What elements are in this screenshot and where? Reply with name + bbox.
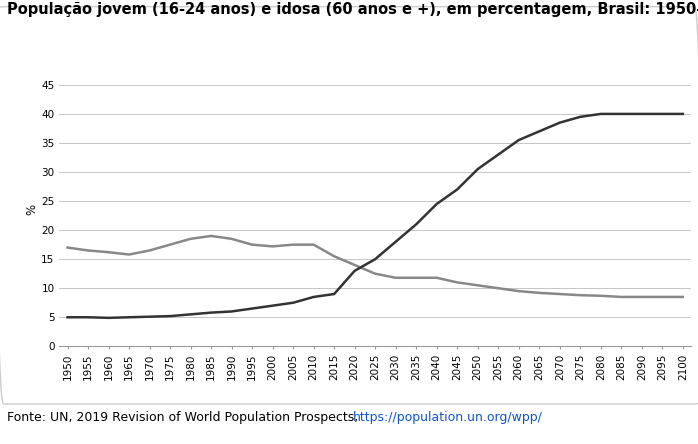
60 anos e mais	[392, 239, 400, 244]
16-24 anos	[64, 245, 72, 250]
16-24 anos	[228, 236, 236, 242]
60 anos e mais	[473, 166, 482, 172]
60 anos e mais	[350, 268, 359, 274]
16-24 anos	[186, 236, 195, 242]
60 anos e mais	[494, 152, 503, 157]
Text: População jovem (16-24 anos) e idosa (60 anos e +), em percentagem, Brasil: 1950: População jovem (16-24 anos) e idosa (60…	[7, 2, 698, 17]
16-24 anos	[658, 294, 667, 300]
60 anos e mais	[105, 315, 113, 321]
16-24 anos	[105, 250, 113, 255]
16-24 anos	[207, 233, 215, 238]
16-24 anos	[166, 242, 174, 247]
60 anos e mais	[412, 222, 420, 227]
16-24 anos	[145, 248, 154, 253]
Text: https://population.un.org/wpp/: https://population.un.org/wpp/	[352, 411, 542, 424]
Line: 16-24 anos: 16-24 anos	[68, 236, 683, 297]
60 anos e mais	[248, 306, 256, 311]
60 anos e mais	[597, 111, 605, 117]
60 anos e mais	[514, 137, 523, 143]
16-24 anos	[617, 294, 625, 300]
16-24 anos	[330, 254, 339, 259]
16-24 anos	[514, 289, 523, 294]
16-24 anos	[84, 248, 92, 253]
16-24 anos	[453, 280, 461, 285]
60 anos e mais	[84, 315, 92, 320]
Text: Fonte: UN, 2019 Revision of World Population Prospects,: Fonte: UN, 2019 Revision of World Popula…	[7, 411, 362, 424]
16-24 anos	[637, 294, 646, 300]
16-24 anos	[535, 290, 544, 296]
Line: 60 anos e mais: 60 anos e mais	[68, 114, 683, 318]
60 anos e mais	[186, 312, 195, 317]
60 anos e mais	[228, 309, 236, 314]
60 anos e mais	[330, 291, 339, 297]
16-24 anos	[678, 294, 687, 300]
16-24 anos	[473, 283, 482, 288]
60 anos e mais	[556, 120, 564, 125]
60 anos e mais	[617, 111, 625, 117]
60 anos e mais	[453, 187, 461, 192]
16-24 anos	[433, 275, 441, 281]
60 anos e mais	[637, 111, 646, 117]
16-24 anos	[494, 285, 503, 291]
60 anos e mais	[678, 111, 687, 117]
16-24 anos	[269, 244, 277, 249]
16-24 anos	[412, 275, 420, 281]
60 anos e mais	[166, 313, 174, 319]
16-24 anos	[597, 293, 605, 298]
16-24 anos	[125, 252, 133, 257]
16-24 anos	[309, 242, 318, 247]
60 anos e mais	[309, 294, 318, 300]
60 anos e mais	[145, 314, 154, 319]
Y-axis label: %: %	[25, 204, 38, 215]
16-24 anos	[392, 275, 400, 281]
60 anos e mais	[269, 303, 277, 308]
60 anos e mais	[64, 315, 72, 320]
60 anos e mais	[371, 257, 379, 262]
16-24 anos	[556, 291, 564, 297]
16-24 anos	[371, 271, 379, 276]
60 anos e mais	[289, 300, 297, 305]
16-24 anos	[248, 242, 256, 247]
60 anos e mais	[125, 315, 133, 320]
16-24 anos	[350, 262, 359, 268]
60 anos e mais	[433, 201, 441, 206]
60 anos e mais	[658, 111, 667, 117]
60 anos e mais	[576, 114, 584, 119]
60 anos e mais	[535, 129, 544, 134]
16-24 anos	[576, 293, 584, 298]
60 anos e mais	[207, 310, 215, 315]
16-24 anos	[289, 242, 297, 247]
